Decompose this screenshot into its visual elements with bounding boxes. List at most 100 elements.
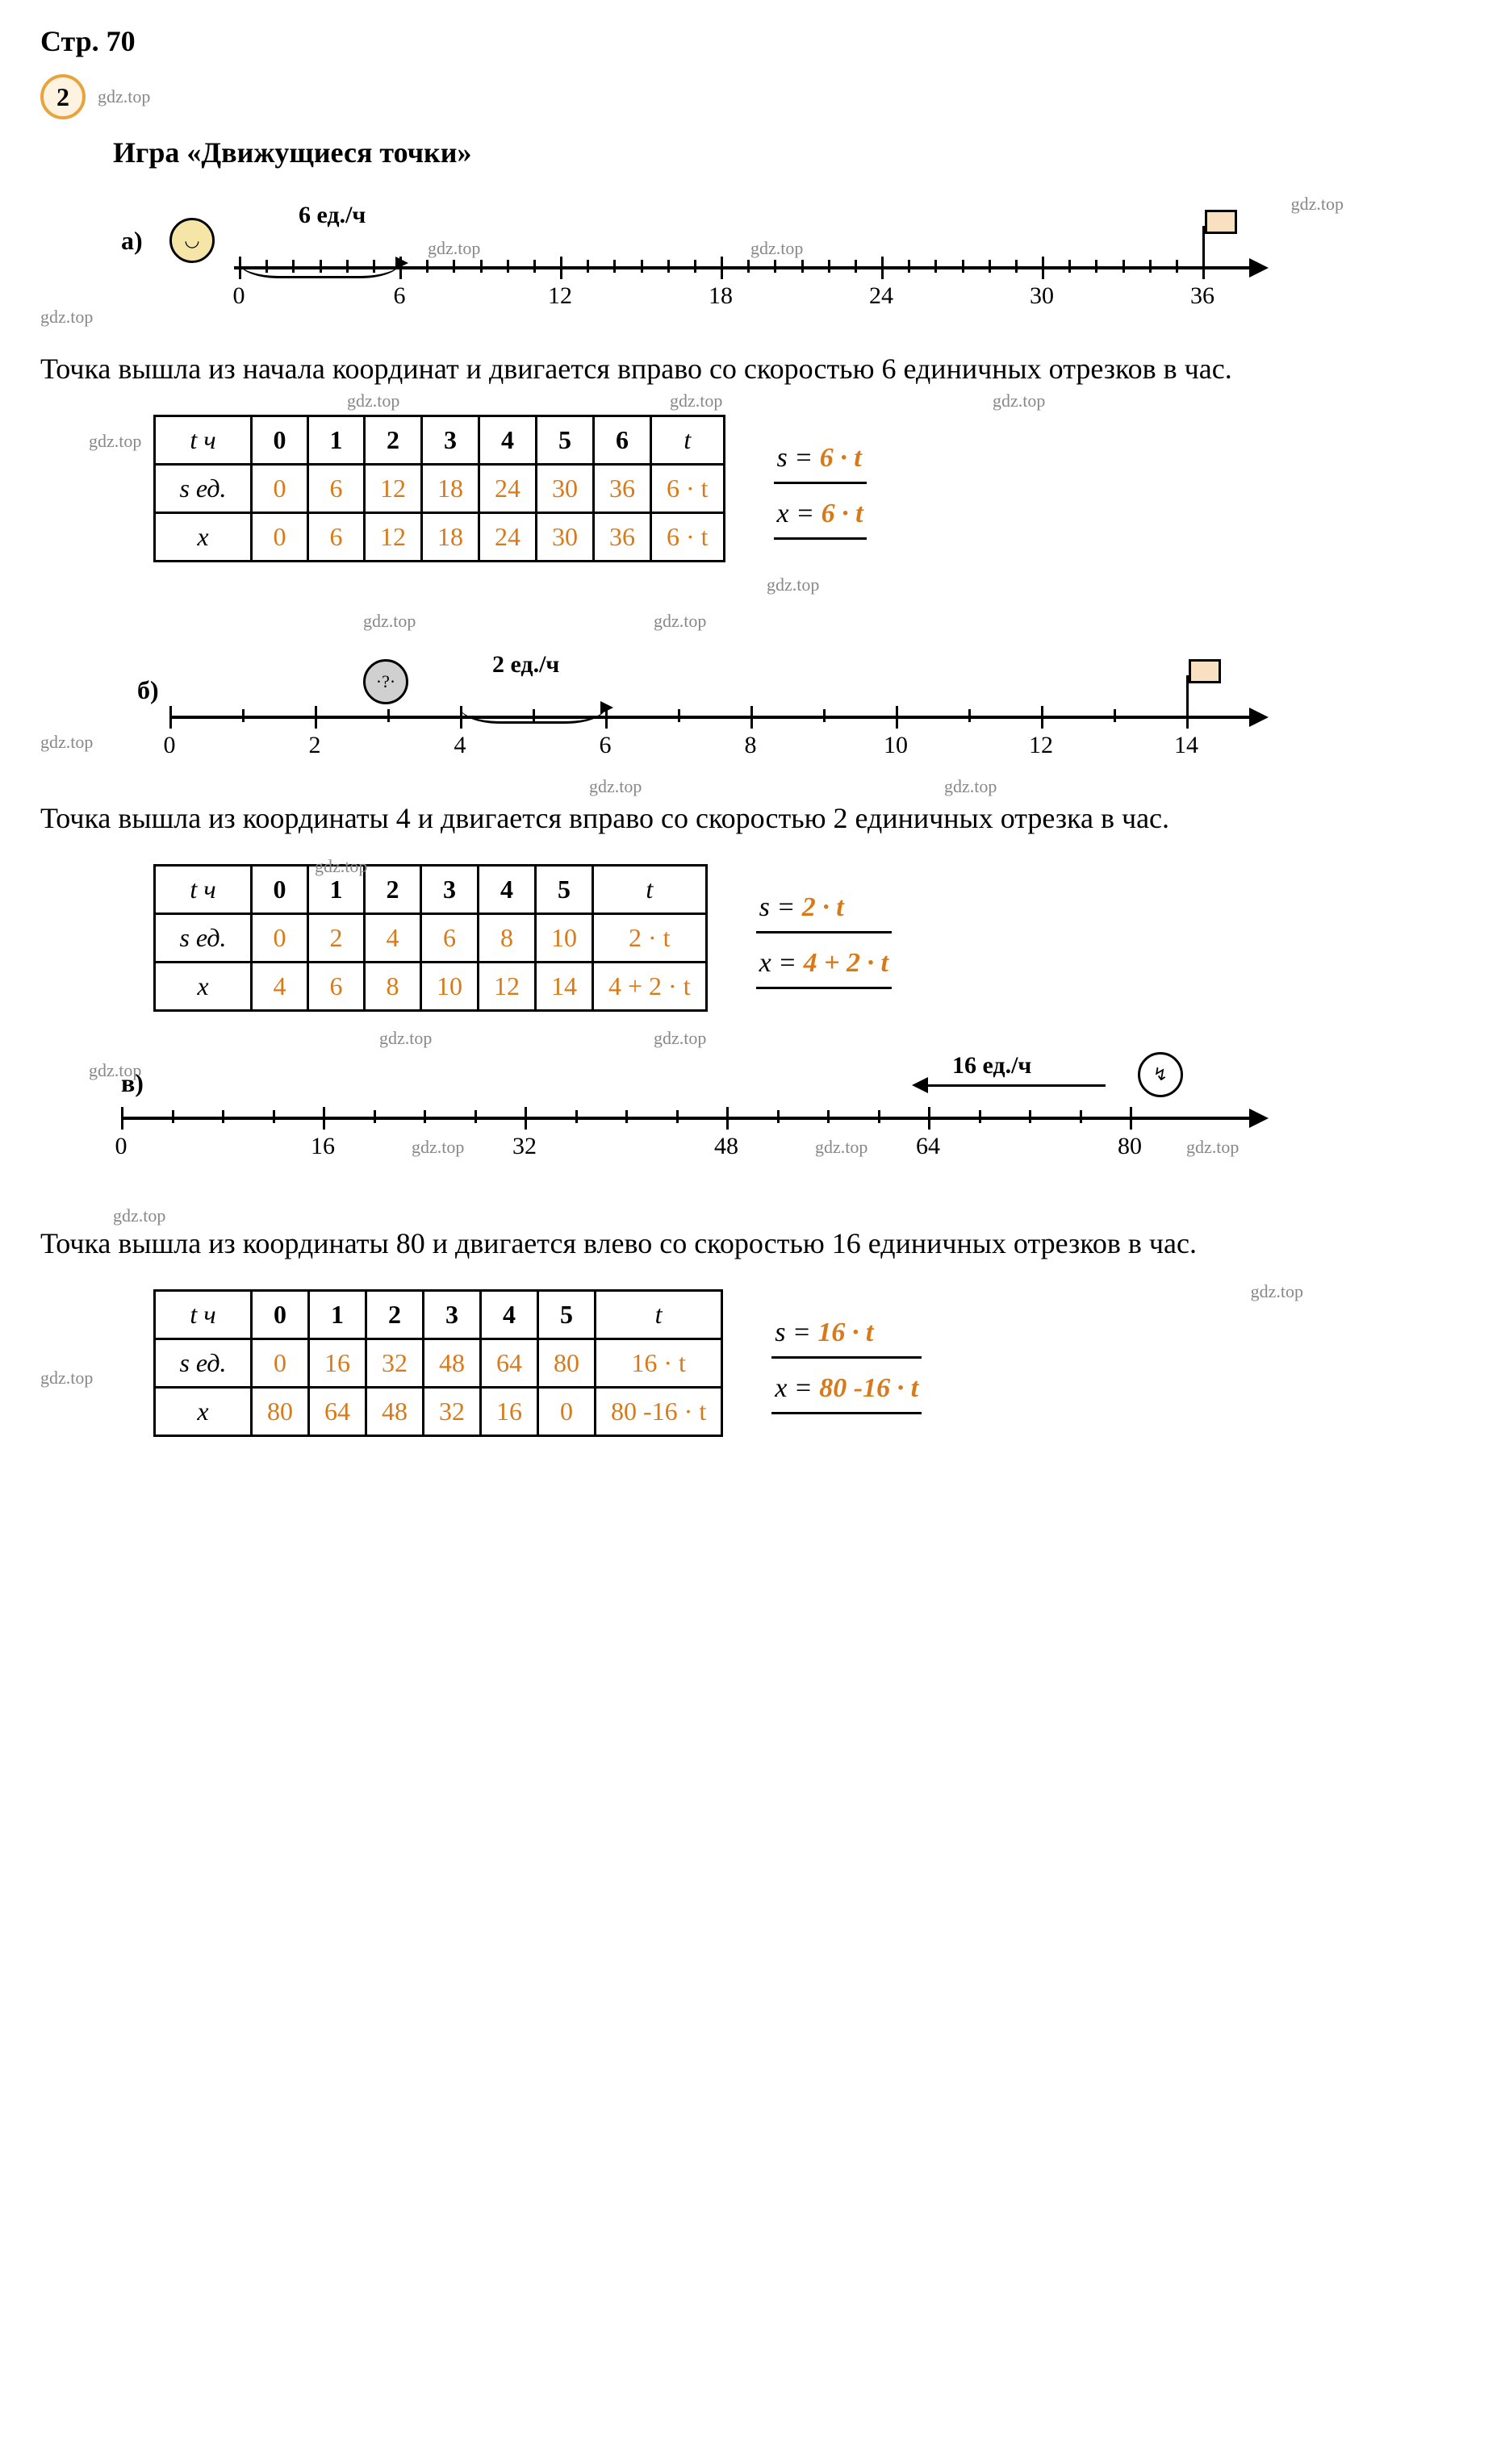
table-cell: 6 · t (651, 513, 725, 562)
column-header: 2 (365, 416, 422, 465)
tick-minor (979, 1110, 981, 1123)
column-header: 4 (479, 416, 537, 465)
formula-lhs: x = (777, 499, 815, 528)
tick-label: 80 (1118, 1133, 1142, 1160)
table-cell: 18 (422, 465, 479, 513)
watermark: gdz.top (750, 238, 803, 259)
tick-minor (641, 260, 643, 273)
table-cell: 8 (365, 963, 421, 1011)
tick-minor (1029, 1110, 1031, 1123)
problem-number-badge: 2 (40, 74, 86, 119)
table-cell: 80 (252, 1388, 309, 1436)
table-cell: 16 (481, 1388, 538, 1436)
tick-label: 8 (745, 732, 757, 759)
watermark: gdz.top (654, 611, 706, 632)
tick-minor (1176, 260, 1178, 273)
tick-minor (676, 1110, 679, 1123)
watermark: gdz.top (428, 238, 480, 259)
formula-lhs: s = (777, 443, 813, 473)
data-table-a: t ч0123456ts ед.0612182430366 · tx061218… (153, 415, 725, 562)
table-zone-a: t ч0123456ts ед.0612182430366 · tx061218… (153, 415, 1465, 562)
tick-major (460, 706, 462, 729)
table-cell: 12 (365, 513, 422, 562)
tick-label: 0 (233, 282, 245, 310)
tick-major (239, 257, 241, 279)
section-label-a: а) (121, 226, 143, 256)
column-header: 3 (421, 866, 479, 914)
ball-icon: ◡ (169, 218, 215, 263)
table-cell: 30 (537, 465, 594, 513)
tick-major (315, 706, 317, 729)
tick-major (1130, 1107, 1132, 1130)
tick-major (399, 257, 402, 279)
table-cell: 30 (537, 513, 594, 562)
formula-lhs: s = (775, 1318, 811, 1347)
speed-label-a: 6 ед./ч (299, 202, 366, 229)
row-header: s ед. (155, 1339, 252, 1388)
tick-minor (1068, 260, 1071, 273)
table-cell: 80 -16 · t (596, 1388, 722, 1436)
tick-label: 0 (115, 1133, 128, 1160)
tick-label: 0 (164, 732, 176, 759)
formula-x-c: x = 80 -16 · t (771, 1368, 922, 1414)
tick-minor (474, 1110, 477, 1123)
table-zone-c: t ч012345ts ед.0163248648016 · tx8064483… (153, 1289, 1465, 1437)
tick-major (1041, 706, 1043, 729)
tick-major (896, 706, 898, 729)
tick-minor (878, 1110, 880, 1123)
formula-rhs: 6 · t (821, 499, 863, 528)
ball-icon: ↯ (1138, 1052, 1183, 1097)
speed-label-c: 16 ед./ч (952, 1052, 1031, 1080)
row-header: x (155, 1388, 252, 1436)
table-cell: 16 (309, 1339, 366, 1388)
formula-s-c: s = 16 · t (771, 1313, 922, 1359)
tick-minor (273, 1110, 275, 1123)
tick-minor (320, 260, 322, 273)
table-cell: 0 (252, 513, 308, 562)
row-header: t ч (155, 1291, 252, 1339)
section-label-b: б) (137, 675, 159, 705)
watermark: gdz.top (40, 732, 93, 753)
watermark: gdz.top (40, 1368, 93, 1389)
tick-label: 16 (311, 1133, 335, 1160)
table-cell: 24 (479, 513, 537, 562)
tick-minor (625, 1110, 628, 1123)
tick-label: 32 (512, 1133, 537, 1160)
table-cell: 64 (309, 1388, 366, 1436)
table-cell: 4 (365, 914, 421, 963)
formula-s-b: s = 2 · t (756, 887, 892, 933)
tick-label: 6 (600, 732, 612, 759)
row-header: t ч (155, 866, 252, 914)
page-label: Стр. 70 (40, 24, 1465, 58)
data-table-b: t ч012345ts ед.02468102 · tx4681012144 +… (153, 864, 708, 1012)
tick-minor (823, 709, 826, 722)
column-header: 5 (538, 1291, 596, 1339)
tick-major (1042, 257, 1044, 279)
table-cell: 64 (481, 1339, 538, 1388)
table-cell: 0 (252, 1339, 309, 1388)
section-b: gdz.top gdz.top б) ·?· 2 ед./ч 024681012… (40, 611, 1465, 1012)
formulas-b: s = 2 · t x = 4 + 2 · t (756, 887, 892, 989)
watermark: gdz.top (589, 776, 642, 797)
tick-major (560, 257, 562, 279)
tick-minor (1015, 260, 1018, 273)
formula-lhs: s = (759, 892, 796, 922)
table-cell: 6 (421, 914, 479, 963)
tick-major (726, 1107, 729, 1130)
column-header: 5 (536, 866, 593, 914)
axis-arrowhead-icon (1249, 708, 1269, 727)
table-cell: 16 · t (596, 1339, 722, 1388)
column-header: 4 (479, 866, 536, 914)
section-a: gdz.top а) ◡ 6 ед./ч gdz.top gdz.top 061… (40, 202, 1465, 562)
tick-minor (613, 260, 616, 273)
tick-major (928, 1107, 930, 1130)
table-cell: 10 (421, 963, 479, 1011)
data-table-c: t ч012345ts ед.0163248648016 · tx8064483… (153, 1289, 723, 1437)
flag-icon (1189, 659, 1221, 683)
column-header: 4 (481, 1291, 538, 1339)
watermark: gdz.top (40, 307, 93, 328)
description-c: Точка вышла из координаты 80 и двигается… (40, 1222, 1465, 1265)
formulas-c: s = 16 · t x = 80 -16 · t (771, 1313, 922, 1414)
tick-major (750, 706, 753, 729)
column-header: 1 (308, 416, 365, 465)
